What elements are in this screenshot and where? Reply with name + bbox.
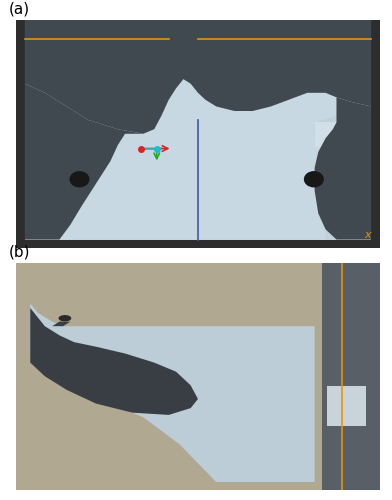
Bar bbox=[25, 36, 371, 240]
Bar bbox=[322, 262, 380, 490]
Text: (a): (a) bbox=[8, 2, 29, 17]
Ellipse shape bbox=[69, 171, 89, 188]
Polygon shape bbox=[315, 122, 371, 148]
Polygon shape bbox=[25, 20, 371, 134]
Bar bbox=[327, 386, 366, 426]
Polygon shape bbox=[60, 79, 336, 239]
Polygon shape bbox=[30, 272, 315, 482]
Ellipse shape bbox=[58, 315, 71, 322]
Polygon shape bbox=[30, 308, 198, 415]
Polygon shape bbox=[315, 98, 371, 240]
Text: (b): (b) bbox=[8, 244, 30, 260]
Polygon shape bbox=[25, 84, 143, 239]
Text: x: x bbox=[364, 230, 371, 240]
Ellipse shape bbox=[304, 171, 324, 188]
